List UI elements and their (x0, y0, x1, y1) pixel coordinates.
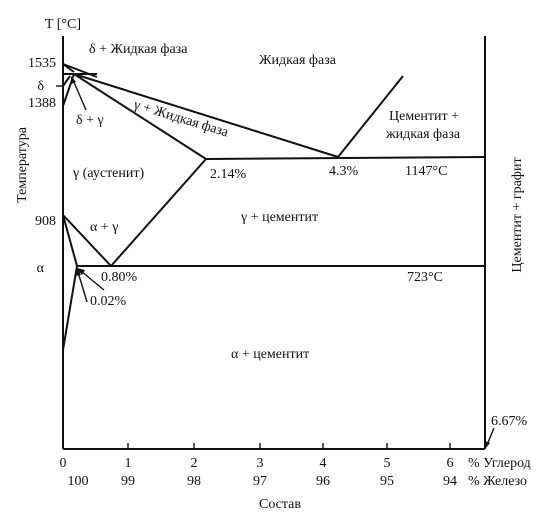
temperature-axis-label: Температура (15, 126, 30, 203)
eutectic-line-1147 (205, 156, 486, 160)
carbon-tick-label: 0 (60, 456, 67, 471)
liquidus-gamma-line (73, 73, 339, 158)
x-ticks (127, 443, 451, 449)
liquid-region: Жидкая фаза (259, 53, 337, 68)
phase-boundaries (62, 63, 486, 351)
eutectoid-temp-label: 723°C (407, 270, 443, 285)
carbon-tick-label: 3 (257, 456, 264, 471)
iron-tick-label: 95 (380, 474, 394, 489)
temperature-labels: 1535 δ 1388 908 α (28, 56, 56, 276)
cementite-liquid-region-line1: Цементит + (389, 109, 459, 124)
alpha-gamma-left-line (62, 214, 78, 267)
gamma-cementite-region: γ + цементит (240, 210, 318, 225)
ferrite-solvus-line (62, 265, 78, 351)
a3-line (62, 214, 112, 267)
iron-tick-label: 94 (443, 474, 457, 489)
carbon-tick-label: 1 (125, 456, 132, 471)
iron-tick-label: 98 (187, 474, 201, 489)
iron-unit-label: % Железо (468, 474, 527, 489)
composition-002-label: 0.02% (90, 294, 127, 309)
carbon-tick-label: 2 (191, 456, 198, 471)
temp-908-label: 908 (35, 214, 56, 229)
temp-alpha-label: α (37, 261, 45, 276)
delta-gamma-boundary-2 (62, 75, 71, 87)
liquidus-cementite-line (337, 75, 404, 158)
delta-solidus-line (62, 63, 75, 73)
carbon-tick-label: 4 (320, 456, 327, 471)
iron-tick-label: 97 (253, 474, 267, 489)
iron-tick-label: 100 (68, 474, 89, 489)
composition-labels: 2.14% 4.3% 0.80% 0.02% 6.67% (90, 164, 528, 429)
composition-axis-label: Состав (259, 497, 301, 512)
temp-delta-label: δ (37, 79, 44, 94)
delta-liquid-region: δ + Жидкая фаза (89, 42, 188, 57)
austenite-region: γ (аустенит) (72, 166, 145, 181)
iron-tick-label: 96 (316, 474, 330, 489)
iron-tick-labels: 100 99 98 97 96 95 94 (68, 474, 458, 489)
cementite-graphite-region: Цементит + графит (510, 157, 525, 272)
alpha-gamma-region: α + γ (90, 220, 118, 235)
composition-667-label: 6.67% (491, 414, 528, 429)
region-labels: δ + Жидкая фаза Жидкая фаза γ + Жидкая ф… (72, 42, 525, 362)
delta-gamma-region: δ + γ (76, 113, 104, 128)
temp-1535-label: 1535 (28, 56, 56, 71)
composition-214-label: 2.14% (210, 167, 247, 182)
carbon-tick-label: 5 (384, 456, 391, 471)
carbon-tick-label: 6 (447, 456, 454, 471)
carbon-tick-labels: 0 1 2 3 4 5 6 (60, 456, 454, 471)
temperature-axis-title: T [°C] (45, 17, 81, 32)
pointer-arrows (56, 76, 495, 449)
alpha-cementite-region: α + цементит (231, 347, 309, 362)
temp-1388-label: 1388 (28, 96, 56, 111)
composition-080-label: 0.80% (101, 270, 138, 285)
composition-43-label: 4.3% (329, 164, 359, 179)
eutectic-temp-label: 1147°C (405, 164, 447, 179)
acm-line (110, 158, 207, 267)
iron-tick-label: 99 (121, 474, 135, 489)
cementite-liquid-region-line2: жидкая фаза (385, 127, 461, 142)
solidus-gamma-line (73, 73, 207, 160)
carbon-unit-label: % Углерод (468, 456, 531, 471)
